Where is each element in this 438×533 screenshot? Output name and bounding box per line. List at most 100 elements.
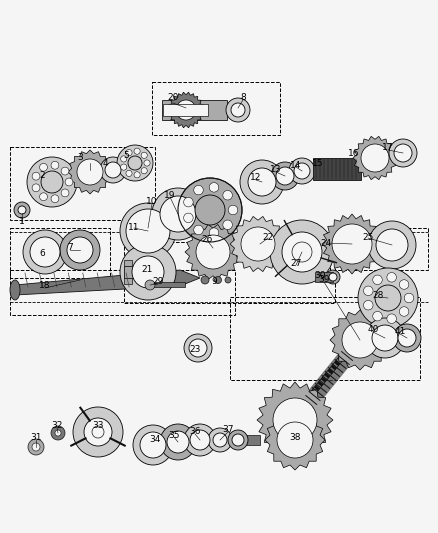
Circle shape xyxy=(39,163,47,171)
Circle shape xyxy=(51,195,59,203)
Circle shape xyxy=(209,183,219,192)
Bar xyxy=(339,350,348,360)
Circle shape xyxy=(225,277,231,283)
Circle shape xyxy=(195,195,225,225)
Text: 4: 4 xyxy=(102,158,108,167)
Bar xyxy=(333,359,342,368)
Bar xyxy=(336,354,345,364)
Text: 10: 10 xyxy=(146,197,158,206)
Bar xyxy=(344,344,353,353)
Polygon shape xyxy=(15,270,200,295)
Polygon shape xyxy=(185,224,241,280)
Circle shape xyxy=(55,430,61,436)
Bar xyxy=(124,260,132,266)
Bar xyxy=(324,369,333,378)
Text: 27: 27 xyxy=(290,259,302,268)
Circle shape xyxy=(117,145,153,181)
Text: 29: 29 xyxy=(152,278,164,287)
Circle shape xyxy=(196,235,230,269)
Circle shape xyxy=(375,285,401,311)
Bar xyxy=(316,379,325,389)
Bar xyxy=(314,381,323,391)
Text: 17: 17 xyxy=(382,143,394,152)
Circle shape xyxy=(126,150,132,156)
Circle shape xyxy=(398,329,416,347)
Bar xyxy=(313,158,361,180)
Circle shape xyxy=(209,228,219,237)
Circle shape xyxy=(84,418,112,446)
Bar xyxy=(303,395,311,405)
Text: 39: 39 xyxy=(318,276,330,285)
Circle shape xyxy=(120,244,176,300)
Text: 30: 30 xyxy=(314,271,326,279)
Circle shape xyxy=(23,230,67,274)
Circle shape xyxy=(228,205,238,215)
Circle shape xyxy=(14,202,30,218)
Text: 34: 34 xyxy=(149,435,161,445)
Circle shape xyxy=(231,103,245,117)
Circle shape xyxy=(184,424,216,456)
Circle shape xyxy=(100,157,126,183)
Circle shape xyxy=(141,168,147,174)
Circle shape xyxy=(332,224,372,264)
Text: 25: 25 xyxy=(362,233,374,243)
Circle shape xyxy=(365,318,405,358)
Text: 36: 36 xyxy=(189,427,201,437)
Bar xyxy=(323,371,332,380)
Circle shape xyxy=(240,160,284,204)
Circle shape xyxy=(61,167,69,175)
Circle shape xyxy=(194,225,203,235)
Text: 26: 26 xyxy=(201,236,213,245)
Circle shape xyxy=(51,426,65,440)
Circle shape xyxy=(399,280,409,289)
Text: 15: 15 xyxy=(312,158,324,167)
Circle shape xyxy=(277,422,313,458)
Circle shape xyxy=(51,161,59,169)
Circle shape xyxy=(342,322,378,358)
Circle shape xyxy=(184,213,193,223)
Bar xyxy=(338,352,346,362)
Bar xyxy=(124,242,335,303)
Circle shape xyxy=(167,431,189,453)
Text: 19: 19 xyxy=(164,190,176,199)
Circle shape xyxy=(393,324,421,352)
Circle shape xyxy=(387,314,396,324)
Circle shape xyxy=(60,230,100,270)
Circle shape xyxy=(134,148,140,154)
Circle shape xyxy=(77,159,103,185)
Circle shape xyxy=(223,220,233,230)
Circle shape xyxy=(184,334,212,362)
Text: 31: 31 xyxy=(30,433,42,442)
Circle shape xyxy=(215,277,222,284)
Text: 33: 33 xyxy=(92,421,104,430)
Circle shape xyxy=(105,162,121,178)
Circle shape xyxy=(276,167,294,185)
Bar xyxy=(10,228,110,278)
Bar xyxy=(10,270,235,315)
Circle shape xyxy=(32,172,40,180)
Circle shape xyxy=(178,178,242,242)
Bar xyxy=(354,332,363,341)
Circle shape xyxy=(273,398,317,442)
Circle shape xyxy=(32,443,40,451)
Text: 3: 3 xyxy=(77,154,83,163)
Circle shape xyxy=(372,325,398,351)
Polygon shape xyxy=(265,410,325,470)
Circle shape xyxy=(389,139,417,167)
Circle shape xyxy=(194,185,203,195)
Polygon shape xyxy=(68,150,112,194)
Polygon shape xyxy=(168,92,204,128)
Circle shape xyxy=(160,424,196,460)
Circle shape xyxy=(292,242,312,262)
Text: 20: 20 xyxy=(167,93,179,102)
Text: 37: 37 xyxy=(222,425,234,434)
Circle shape xyxy=(65,178,73,186)
Bar xyxy=(307,389,317,399)
Circle shape xyxy=(270,220,334,284)
Circle shape xyxy=(387,272,396,282)
Bar xyxy=(328,365,336,374)
Bar xyxy=(318,377,327,386)
Circle shape xyxy=(141,152,147,158)
Circle shape xyxy=(134,172,140,178)
Circle shape xyxy=(226,98,250,122)
